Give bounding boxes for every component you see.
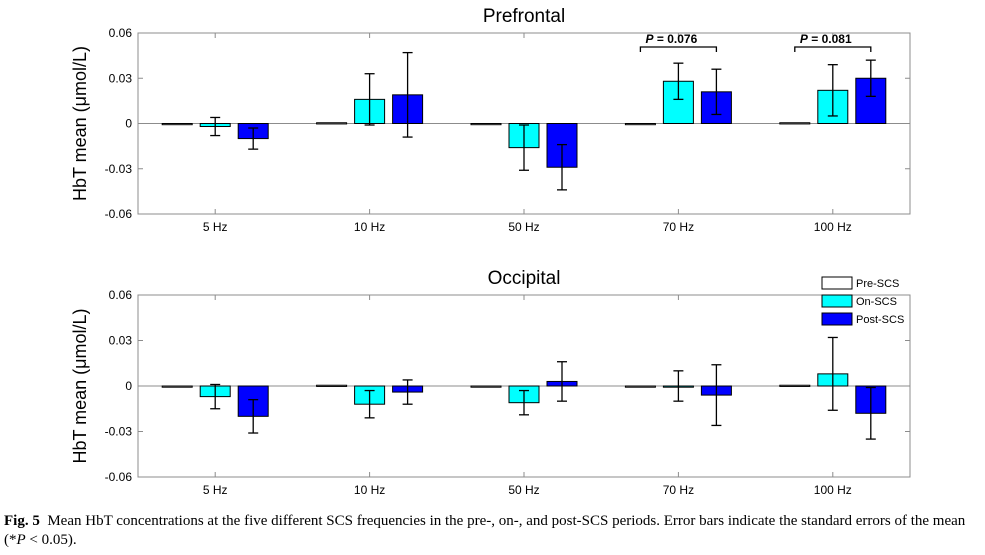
significance-value: = 0.076	[654, 32, 698, 46]
significance-label: P = 0.081	[800, 32, 852, 46]
bar	[470, 385, 502, 388]
y-tick-label: 0	[125, 117, 132, 131]
significance-bracket	[639, 46, 718, 52]
x-tick-label: 70 Hz	[663, 483, 694, 497]
caption-p-symbol: P	[16, 532, 26, 548]
caption-text: Mean HbT concentrations at the five diff…	[4, 513, 966, 548]
significance-bracket	[794, 46, 872, 52]
y-tick-label: 0.06	[109, 288, 133, 302]
y-tick-label: -0.06	[105, 470, 133, 484]
significance-p-symbol: P	[800, 32, 809, 46]
bar	[779, 384, 811, 387]
bar	[779, 122, 811, 125]
panel-title: Occipital	[488, 268, 561, 289]
bar	[470, 123, 502, 126]
x-tick-label: 50 Hz	[508, 220, 539, 234]
y-tick-label: -0.03	[105, 425, 133, 439]
y-tick-label: -0.03	[105, 162, 133, 176]
x-tick-label: 5 Hz	[203, 483, 228, 497]
y-axis-label: HbT mean (μmol/L)	[70, 46, 90, 201]
x-tick-label: 100 Hz	[814, 483, 852, 497]
x-tick-label: 5 Hz	[203, 220, 228, 234]
legend-swatch	[821, 312, 853, 326]
bar	[624, 385, 656, 388]
legend-swatch	[821, 276, 853, 290]
caption-text-end: < 0.05).	[25, 532, 77, 548]
bar	[316, 122, 348, 125]
significance-value: = 0.081	[808, 32, 852, 46]
x-tick-label: 10 Hz	[354, 483, 385, 497]
panel-title: Prefrontal	[483, 6, 565, 27]
legend-label: Post-SCS	[856, 314, 904, 326]
y-tick-label: -0.06	[105, 207, 133, 221]
legend-label: On-SCS	[856, 296, 897, 308]
bar	[161, 385, 193, 388]
y-tick-label: 0.03	[109, 71, 133, 85]
caption-figure-label: Fig. 5	[4, 513, 40, 529]
bar	[855, 77, 887, 124]
y-tick-label: 0.06	[109, 26, 133, 40]
y-tick-label: 0	[125, 379, 132, 393]
legend-label: Pre-SCS	[856, 278, 899, 290]
x-tick-label: 50 Hz	[508, 483, 539, 497]
bar	[624, 123, 656, 126]
significance-p-symbol: P	[646, 32, 655, 46]
figure-caption: Fig. 5 Mean HbT concentrations at the fi…	[4, 512, 980, 550]
y-tick-label: 0.03	[109, 334, 133, 348]
bar	[161, 123, 193, 126]
x-tick-label: 70 Hz	[663, 220, 694, 234]
bar	[316, 384, 348, 387]
x-tick-label: 100 Hz	[814, 220, 852, 234]
figure: Prefrontal HbT mean (μmol/L) -0.06 -0.03 0 0.…	[70, 6, 911, 497]
significance-label: P = 0.076	[646, 32, 698, 46]
x-tick-label: 10 Hz	[354, 220, 385, 234]
legend-swatch	[821, 294, 853, 308]
y-axis-label: HbT mean (μmol/L)	[70, 308, 90, 463]
